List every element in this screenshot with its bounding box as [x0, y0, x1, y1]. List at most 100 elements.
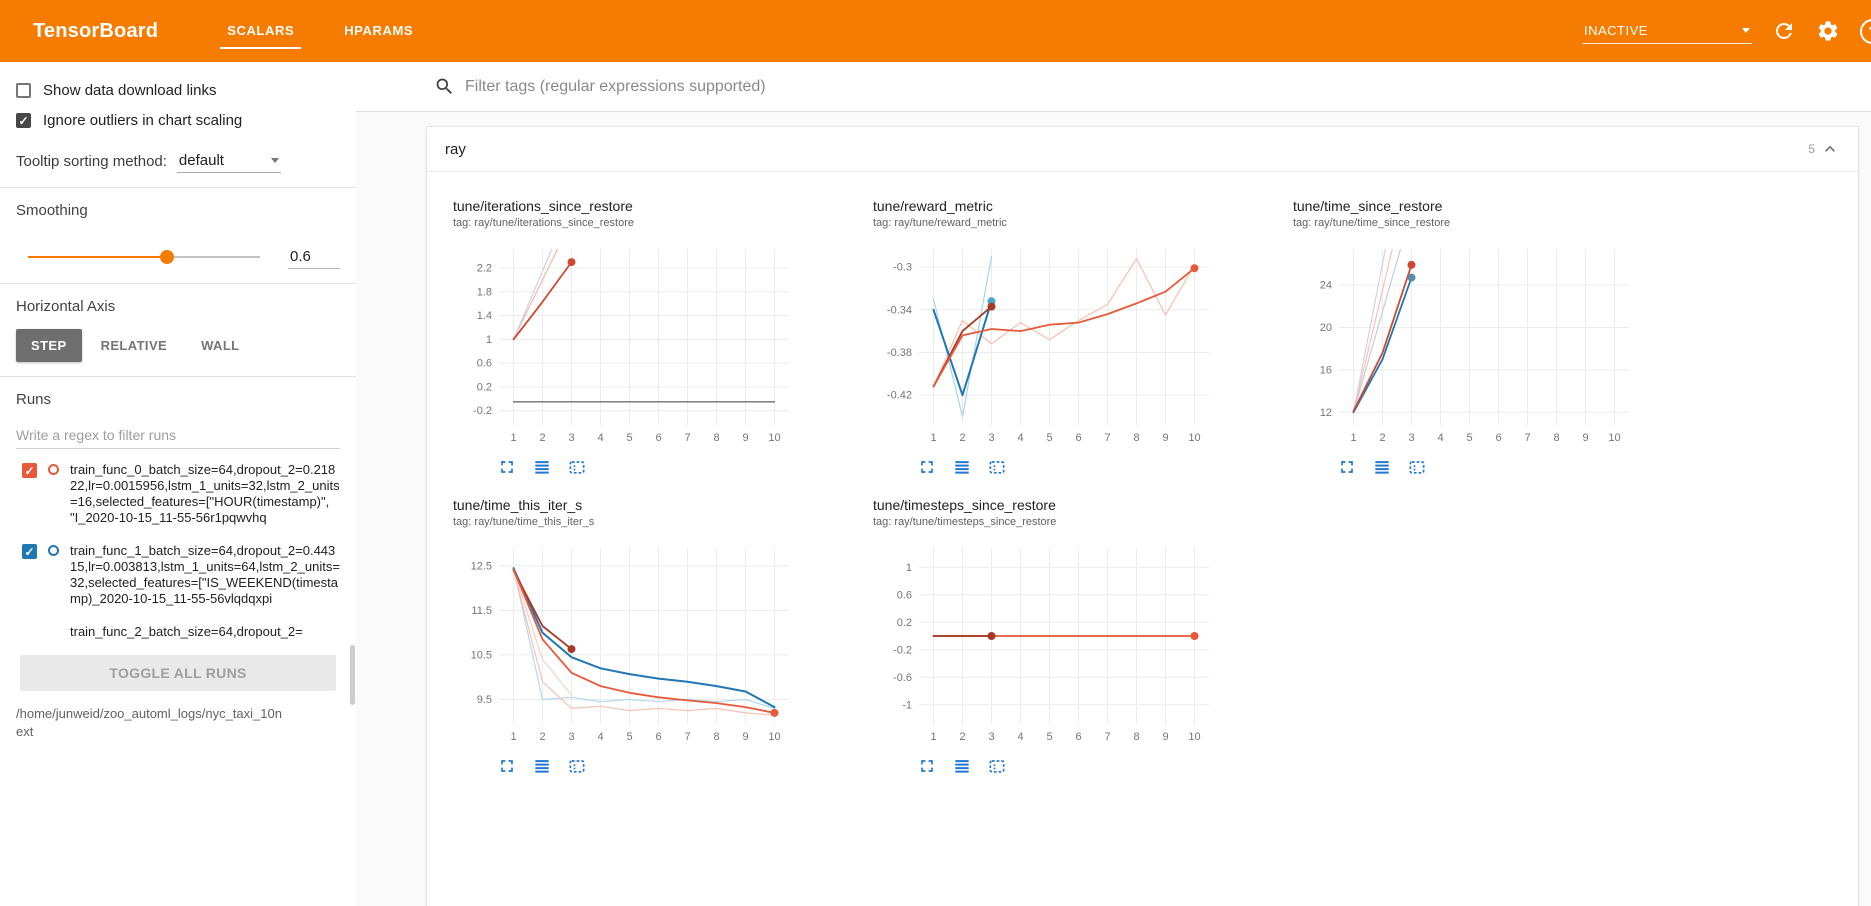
- tab-hparams[interactable]: HPARAMS: [344, 23, 414, 38]
- chart-canvas[interactable]: 1 2 3 4 5 6 7 8 9 10 -1 -0.6 -0.2 0.2 0.6 1: [873, 538, 1263, 750]
- run-data-button[interactable]: [952, 457, 972, 477]
- run-checkbox[interactable]: [22, 544, 37, 559]
- ignore-outliers-row[interactable]: Ignore outliers in chart scaling: [16, 112, 340, 129]
- chart-card: tune/timesteps_since_restore tag: ray/tu…: [855, 483, 1275, 782]
- svg-text:-0.3: -0.3: [893, 262, 912, 274]
- refresh-button[interactable]: [1772, 19, 1796, 43]
- chart-toolbar: [497, 756, 843, 776]
- help-button[interactable]: ?: [1860, 18, 1871, 44]
- run-item[interactable]: train_func_1_batch_size=64,dropout_2=0.4…: [0, 534, 356, 615]
- svg-text:11.5: 11.5: [471, 605, 492, 617]
- expand-chart-button[interactable]: [1337, 457, 1357, 477]
- expand-chart-button[interactable]: [497, 457, 517, 477]
- topbar-controls: INACTIVE ?: [1582, 18, 1871, 44]
- smoothing-slider-knob[interactable]: [160, 250, 175, 264]
- show-download-row[interactable]: Show data download links: [16, 82, 340, 99]
- chart-canvas[interactable]: 1 2 3 4 5 6 7 8 9 10 -0.42 -0.38 -0.34 -0.3: [873, 239, 1263, 451]
- svg-text:7: 7: [684, 432, 690, 444]
- smoothing-slider-fill: [28, 256, 168, 258]
- ignore-outliers-checkbox[interactable]: [16, 113, 31, 128]
- refresh-icon: [1776, 23, 1792, 39]
- ignore-outliers-label: Ignore outliers in chart scaling: [43, 112, 243, 129]
- svg-text:8: 8: [1133, 432, 1139, 444]
- svg-text:6: 6: [1075, 731, 1081, 743]
- run-data-button[interactable]: [952, 756, 972, 776]
- svg-text:-1: -1: [902, 699, 912, 711]
- run-data-button[interactable]: [532, 756, 552, 776]
- reload-status-select[interactable]: INACTIVE: [1582, 18, 1752, 44]
- chart-canvas[interactable]: 1 2 3 4 5 6 7 8 9 10 -0.2 0.2 0.6 1 1.4 1.8 2.2: [453, 239, 843, 451]
- svg-text:1: 1: [1350, 432, 1356, 444]
- svg-text:7: 7: [1104, 731, 1110, 743]
- svg-text:2: 2: [959, 432, 965, 444]
- tooltip-sorting-value: default: [178, 152, 224, 169]
- fit-domain-button[interactable]: [1407, 457, 1427, 477]
- svg-text:10: 10: [768, 731, 780, 743]
- tab-scalars[interactable]: SCALARS: [202, 0, 319, 62]
- show-download-label: Show data download links: [43, 82, 217, 99]
- svg-text:10: 10: [1188, 432, 1200, 444]
- svg-text:6: 6: [655, 731, 661, 743]
- run-data-button[interactable]: [1372, 457, 1392, 477]
- data-lines-icon: [535, 760, 549, 773]
- svg-text:7: 7: [1104, 432, 1110, 444]
- expand-chart-button[interactable]: [497, 756, 517, 776]
- run-visibility-circle[interactable]: [48, 545, 59, 556]
- svg-text:9: 9: [1162, 432, 1168, 444]
- svg-text:0.2: 0.2: [897, 617, 912, 629]
- run-visibility-circle[interactable]: [48, 464, 59, 475]
- svg-text:-0.38: -0.38: [887, 347, 912, 359]
- fullscreen-icon: [501, 461, 513, 473]
- chart-title: tune/time_this_iter_s: [453, 497, 583, 513]
- run-label: train_func_2_batch_size=64,dropout_2=: [70, 624, 303, 639]
- runs-filter-input[interactable]: [16, 422, 340, 449]
- collapse-group-button[interactable]: [1820, 139, 1840, 159]
- show-download-checkbox[interactable]: [16, 83, 31, 98]
- runs-list: train_func_0_batch_size=64,dropout_2=0.2…: [0, 453, 356, 653]
- svg-text:4: 4: [1017, 432, 1023, 444]
- expand-chart-button[interactable]: [917, 756, 937, 776]
- expand-chart-button[interactable]: [917, 457, 937, 477]
- run-item[interactable]: train_func_2_batch_size=64,dropout_2=: [0, 615, 356, 648]
- fit-domain-button[interactable]: [987, 756, 1007, 776]
- axis-step-button[interactable]: STEP: [16, 329, 82, 362]
- run-item[interactable]: train_func_0_batch_size=64,dropout_2=0.2…: [0, 453, 356, 534]
- chart-canvas[interactable]: 1 2 3 4 5 6 7 8 9 10 12 16 20 24: [1293, 239, 1683, 451]
- svg-text:5: 5: [626, 432, 632, 444]
- chart-title: tune/reward_metric: [873, 198, 993, 214]
- divider: [0, 187, 356, 188]
- chart-canvas[interactable]: 1 2 3 4 5 6 7 8 9 10 9.5 10.5 11.5 12.5: [453, 538, 843, 750]
- fit-domain-button[interactable]: [567, 457, 587, 477]
- sidebar-scrollbar[interactable]: [350, 645, 355, 705]
- svg-text:1: 1: [930, 731, 936, 743]
- tag-filter-input[interactable]: [465, 77, 1855, 96]
- gear-icon: [1818, 21, 1838, 41]
- tensorboard-logo: TensorBoard: [33, 19, 159, 42]
- svg-text:-0.42: -0.42: [887, 390, 912, 402]
- tag-group-count: 5: [1808, 142, 1815, 156]
- fit-domain-button[interactable]: [987, 457, 1007, 477]
- fit-domain-button[interactable]: [567, 756, 587, 776]
- tooltip-sorting-label: Tooltip sorting method:: [16, 152, 167, 170]
- svg-text:16: 16: [1320, 364, 1332, 376]
- fit-domain-icon: [569, 760, 585, 773]
- chart-title: tune/iterations_since_restore: [453, 198, 633, 214]
- toggle-all-runs-button[interactable]: TOGGLE ALL RUNS: [20, 655, 336, 691]
- fit-domain-icon: [569, 461, 585, 474]
- chart-tag: tag: ray/tune/reward_metric: [873, 217, 1007, 229]
- smoothing-slider[interactable]: [28, 250, 260, 264]
- settings-button[interactable]: [1816, 19, 1840, 43]
- axis-wall-button[interactable]: WALL: [186, 329, 254, 362]
- svg-text:3: 3: [988, 731, 994, 743]
- svg-text:1: 1: [510, 731, 516, 743]
- run-data-button[interactable]: [532, 457, 552, 477]
- fullscreen-icon: [921, 760, 933, 772]
- run-checkbox[interactable]: [22, 463, 37, 478]
- run-label: train_func_1_batch_size=64,dropout_2=0.4…: [70, 543, 340, 606]
- svg-text:8: 8: [713, 432, 719, 444]
- tooltip-sorting-select[interactable]: default: [176, 149, 281, 173]
- svg-text:1: 1: [906, 562, 912, 574]
- smoothing-value-input[interactable]: [288, 245, 340, 269]
- axis-relative-button[interactable]: RELATIVE: [86, 329, 183, 362]
- tag-group-header[interactable]: ray 5: [427, 127, 1858, 172]
